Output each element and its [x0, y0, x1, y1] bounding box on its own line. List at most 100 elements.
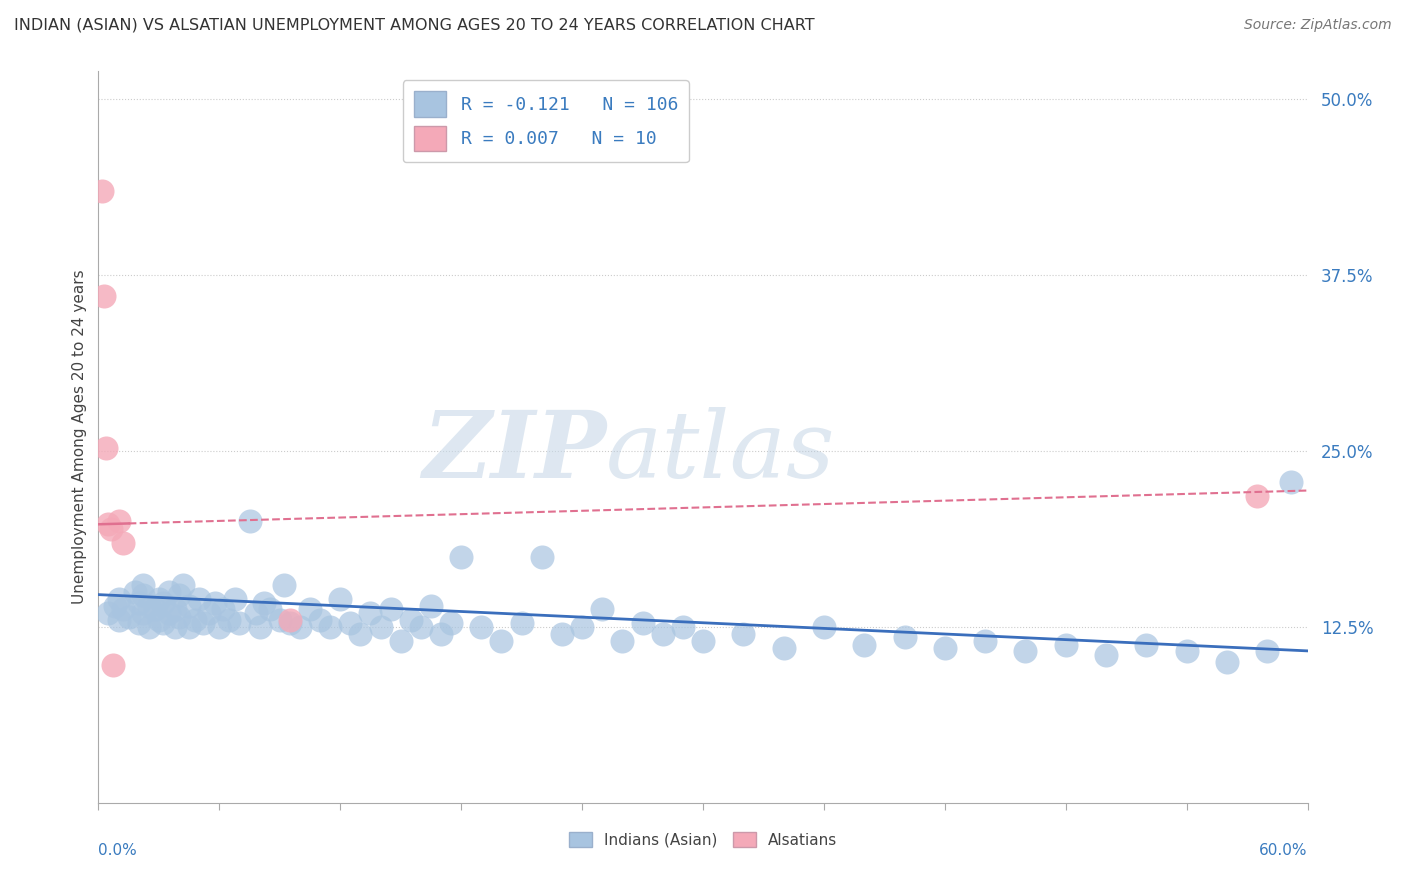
Text: Source: ZipAtlas.com: Source: ZipAtlas.com	[1244, 18, 1392, 32]
Point	[212, 601, 235, 615]
Point	[245, 606, 267, 620]
Point	[591, 601, 613, 615]
Point	[672, 620, 695, 634]
Y-axis label: Unemployment Among Ages 20 to 24 years: Unemployment Among Ages 20 to 24 years	[72, 269, 87, 605]
Point	[239, 515, 262, 529]
Point	[551, 627, 574, 641]
Point	[1095, 648, 1118, 662]
Point	[278, 615, 301, 630]
Point	[1246, 489, 1268, 503]
Point	[157, 606, 180, 620]
Point	[111, 601, 134, 615]
Point	[470, 620, 492, 634]
Point	[349, 627, 371, 641]
Point	[370, 620, 392, 634]
Point	[813, 620, 835, 634]
Point	[198, 606, 221, 620]
Point	[118, 610, 141, 624]
Point	[612, 634, 634, 648]
Point	[309, 613, 332, 627]
Text: ZIP: ZIP	[422, 407, 606, 497]
Point	[167, 588, 190, 602]
Point	[1175, 644, 1198, 658]
Point	[399, 613, 422, 627]
Point	[430, 627, 453, 641]
Point	[107, 515, 129, 529]
Point	[224, 591, 246, 606]
Point	[179, 620, 201, 634]
Point	[360, 606, 382, 620]
Point	[278, 613, 301, 627]
Point	[138, 620, 160, 634]
Point	[172, 578, 194, 592]
Point	[273, 578, 295, 592]
Point	[934, 641, 956, 656]
Point	[1281, 475, 1303, 489]
Point	[259, 601, 281, 615]
Point	[692, 634, 714, 648]
Point	[389, 634, 412, 648]
Point	[93, 289, 115, 303]
Point	[651, 627, 673, 641]
Point	[100, 521, 122, 535]
Point	[530, 549, 553, 564]
Point	[107, 613, 129, 627]
Point	[269, 613, 291, 627]
Point	[1014, 644, 1036, 658]
Point	[440, 615, 463, 630]
Point	[409, 620, 432, 634]
Point	[1256, 644, 1278, 658]
Text: INDIAN (ASIAN) VS ALSATIAN UNEMPLOYMENT AMONG AGES 20 TO 24 YEARS CORRELATION CH: INDIAN (ASIAN) VS ALSATIAN UNEMPLOYMENT …	[14, 18, 814, 33]
Point	[157, 584, 180, 599]
Point	[1054, 638, 1077, 652]
Point	[128, 615, 150, 630]
Text: 60.0%: 60.0%	[1260, 843, 1308, 858]
Point	[163, 601, 186, 615]
Point	[107, 591, 129, 606]
Point	[143, 601, 166, 615]
Point	[974, 634, 997, 648]
Point	[188, 591, 211, 606]
Point	[132, 606, 155, 620]
Point	[103, 599, 125, 613]
Text: 0.0%: 0.0%	[98, 843, 138, 858]
Legend: Indians (Asian), Alsatians: Indians (Asian), Alsatians	[562, 825, 844, 854]
Point	[491, 634, 513, 648]
Point	[253, 596, 276, 610]
Point	[571, 620, 593, 634]
Point	[733, 627, 755, 641]
Point	[148, 613, 170, 627]
Point	[450, 549, 472, 564]
Point	[91, 184, 114, 198]
Point	[184, 613, 207, 627]
Point	[152, 596, 174, 610]
Point	[179, 599, 201, 613]
Point	[167, 610, 190, 624]
Point	[111, 535, 134, 549]
Point	[288, 620, 311, 634]
Point	[148, 591, 170, 606]
Point	[124, 584, 146, 599]
Point	[97, 606, 120, 620]
Point	[1216, 655, 1239, 669]
Point	[132, 588, 155, 602]
Point	[128, 596, 150, 610]
Point	[218, 613, 240, 627]
Point	[208, 620, 231, 634]
Point	[193, 615, 215, 630]
Point	[510, 615, 533, 630]
Text: atlas: atlas	[606, 407, 835, 497]
Point	[319, 620, 342, 634]
Point	[380, 601, 402, 615]
Point	[138, 599, 160, 613]
Point	[97, 517, 120, 532]
Point	[96, 442, 118, 456]
Point	[1135, 638, 1157, 652]
Point	[299, 601, 322, 615]
Point	[204, 596, 226, 610]
Point	[329, 591, 352, 606]
Point	[853, 638, 876, 652]
Point	[339, 615, 361, 630]
Point	[163, 620, 186, 634]
Point	[228, 615, 250, 630]
